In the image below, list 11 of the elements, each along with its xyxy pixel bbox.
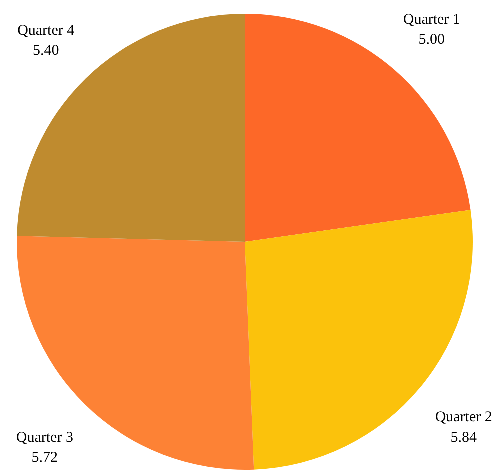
data-label: 5.72 [32,450,58,466]
slice-label: Quarter 3 [16,430,74,446]
slice-label: Quarter 4 [18,22,76,39]
data-label: 5.84 [450,430,478,446]
pie-slice [245,14,471,242]
slice-label: Quarter 1 [403,12,460,28]
data-label: 5.00 [418,32,446,48]
data-label: 5.40 [32,43,60,60]
slice-label: Quarter 2 [435,410,492,426]
pie-slice [17,236,254,470]
pie-slice [17,14,245,242]
